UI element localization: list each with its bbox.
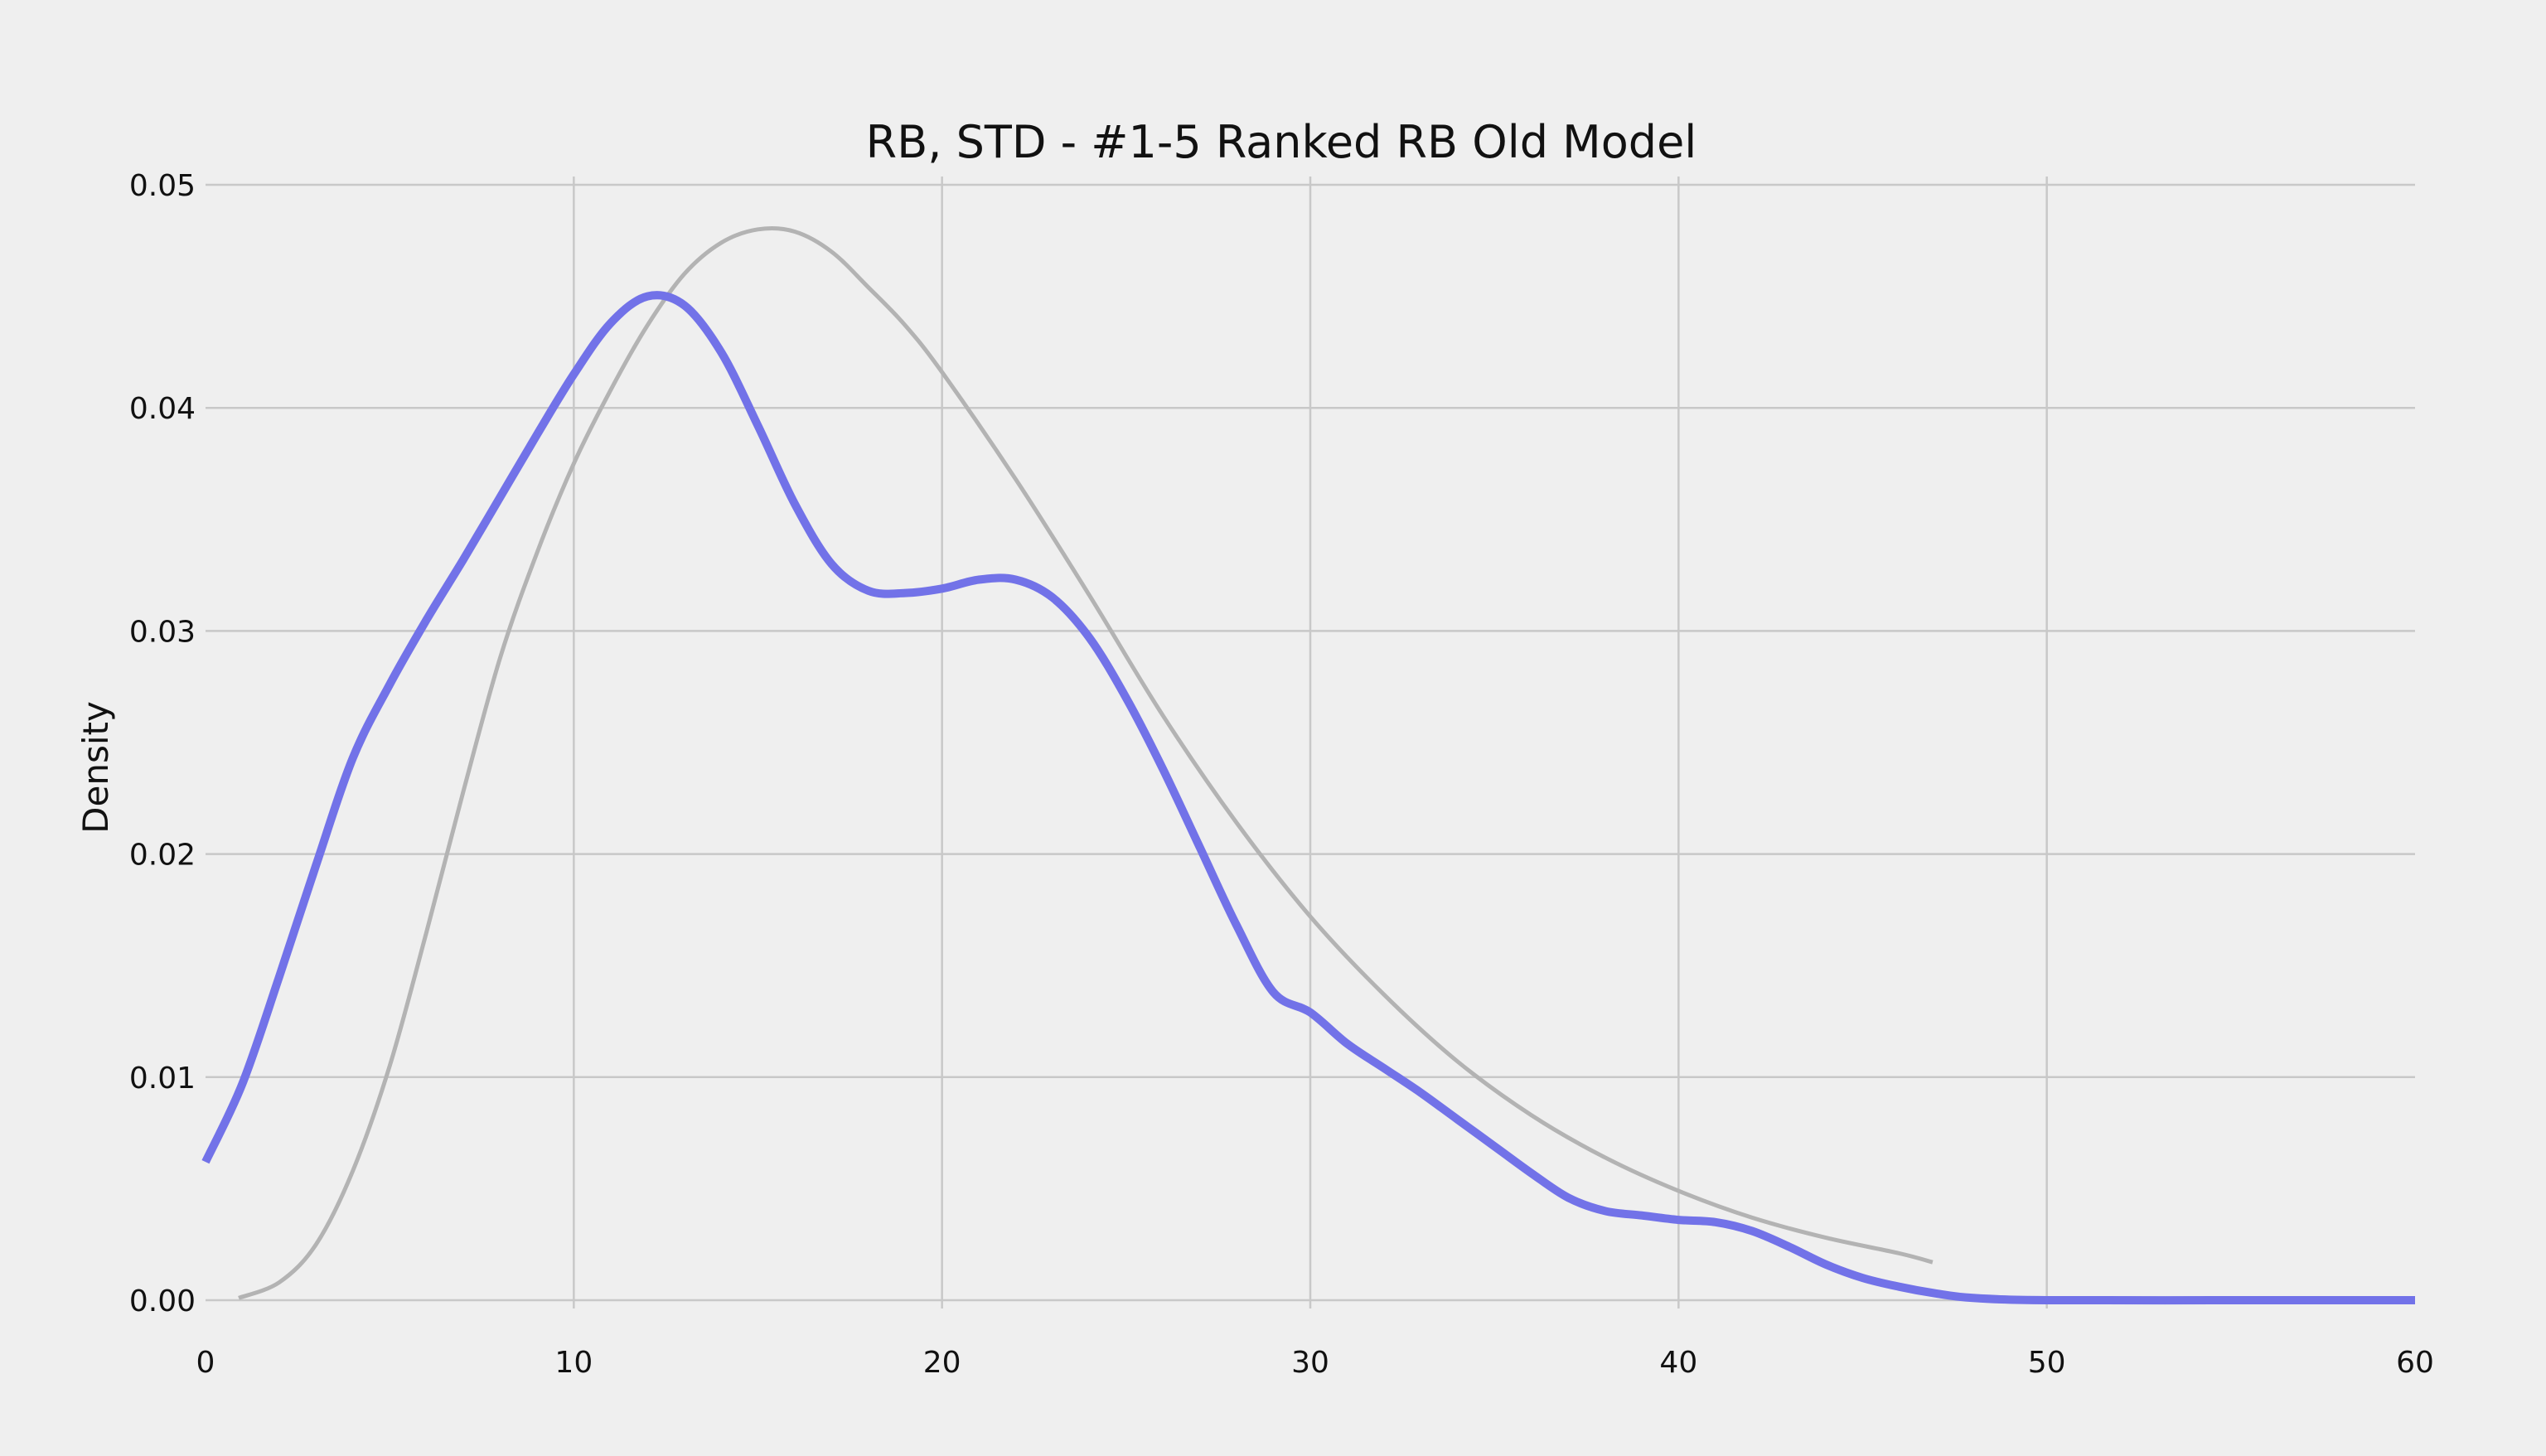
chart-title: RB, STD - #1-5 Ranked RB Old Model [866,116,1697,168]
y-tick-label: 0.04 [129,392,196,426]
y-tick-label: 0.02 [129,839,196,873]
x-tick-label: 20 [923,1346,961,1380]
reference-density-line [238,226,1934,1300]
grid [206,177,2415,1308]
tick-labels: 0 10 20 30 40 50 60 0.00 0.01 0.02 0.03 0.04 0.05 [129,169,2434,1380]
x-tick-label: 60 [2396,1346,2434,1380]
x-tick-label: 30 [1291,1346,1329,1380]
x-tick-label: 10 [554,1346,593,1380]
density-line [201,291,2415,1305]
x-tick-label: 0 [196,1346,215,1380]
x-tick-label: 40 [1659,1346,1697,1380]
y-tick-label: 0.03 [129,615,196,649]
series-lines [201,226,2415,1305]
y-axis-label: Density [75,701,116,834]
y-tick-label: 0.00 [129,1284,196,1318]
x-tick-label: 50 [2028,1346,2066,1380]
y-tick-label: 0.05 [129,169,196,203]
y-tick-label: 0.01 [129,1062,196,1096]
